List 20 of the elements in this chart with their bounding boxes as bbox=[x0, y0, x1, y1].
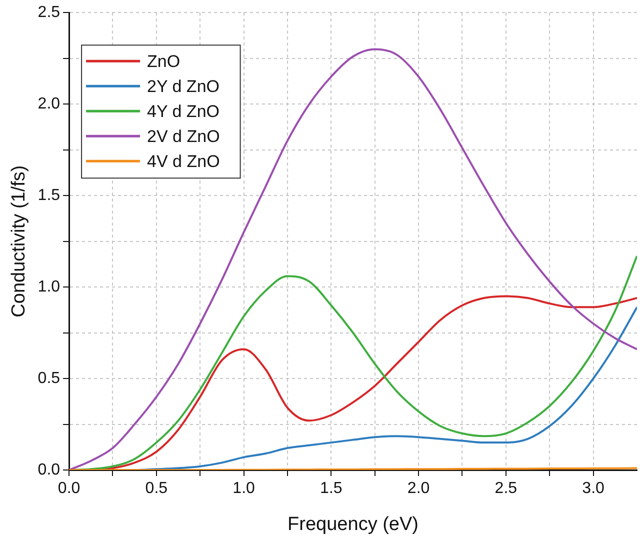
y-axis-title: Conductivity (1/fs) bbox=[8, 165, 30, 318]
y-tick-label: 1.5 bbox=[38, 186, 60, 204]
y-tick-label: 1.0 bbox=[38, 278, 60, 296]
x-tick-label: 3.0 bbox=[582, 480, 605, 498]
x-tick-label: 0.5 bbox=[145, 480, 168, 498]
x-tick-label: 2.0 bbox=[407, 480, 430, 498]
legend-label: 2V d ZnO bbox=[147, 126, 220, 146]
legend-label: 2Y d ZnO bbox=[147, 76, 220, 96]
legend-label: 4V d ZnO bbox=[147, 152, 220, 171]
x-tick-label: 1.5 bbox=[320, 480, 342, 498]
x-tick-label: 0.0 bbox=[58, 480, 80, 498]
legend-label: 4Y d ZnO bbox=[147, 102, 220, 121]
x-tick-label: 1.0 bbox=[232, 480, 256, 498]
y-tick-label: 2.0 bbox=[38, 95, 60, 112]
x-axis-title: Frequency (eV) bbox=[288, 514, 418, 535]
y-tick-label: 0.0 bbox=[38, 461, 60, 478]
y-tick-label: 2.5 bbox=[38, 4, 60, 22]
x-tick-label: 2.5 bbox=[494, 480, 518, 498]
legend-label: ZnO bbox=[147, 52, 180, 71]
y-tick-label: 0.5 bbox=[38, 370, 60, 387]
